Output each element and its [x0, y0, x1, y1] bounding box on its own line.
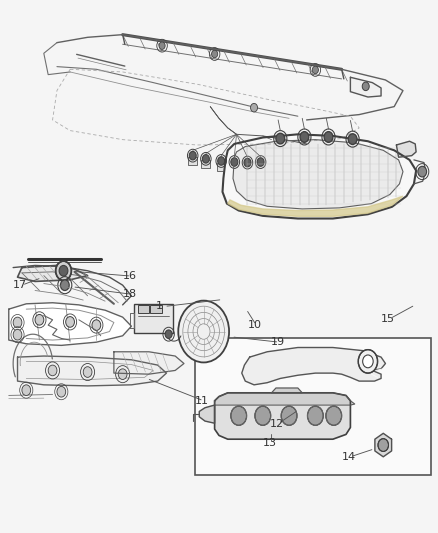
Circle shape — [159, 42, 165, 50]
Polygon shape — [215, 393, 350, 439]
Bar — [243, 164, 252, 172]
Circle shape — [22, 385, 31, 395]
Circle shape — [92, 320, 101, 330]
Circle shape — [118, 369, 127, 379]
Circle shape — [13, 317, 22, 328]
Circle shape — [178, 301, 229, 362]
Polygon shape — [215, 393, 355, 405]
Bar — [150, 305, 162, 313]
Circle shape — [202, 155, 209, 163]
Bar — [256, 164, 265, 172]
Circle shape — [244, 158, 251, 167]
Circle shape — [300, 132, 309, 142]
Polygon shape — [350, 77, 381, 97]
Circle shape — [165, 330, 172, 338]
Circle shape — [56, 261, 71, 280]
Polygon shape — [233, 140, 403, 209]
Text: 1: 1 — [155, 302, 162, 311]
Text: 18: 18 — [123, 289, 137, 299]
Circle shape — [57, 386, 66, 397]
Circle shape — [13, 329, 22, 340]
Bar — [138, 305, 149, 313]
Circle shape — [83, 367, 92, 377]
Circle shape — [418, 166, 427, 177]
Circle shape — [255, 406, 271, 425]
Text: 10: 10 — [247, 320, 261, 330]
Polygon shape — [9, 303, 131, 345]
Text: 15: 15 — [381, 314, 395, 324]
Circle shape — [363, 355, 373, 368]
Polygon shape — [114, 352, 184, 374]
Polygon shape — [272, 388, 302, 393]
Circle shape — [326, 406, 342, 425]
Text: 14: 14 — [342, 452, 356, 462]
Bar — [188, 157, 197, 165]
Bar — [134, 304, 173, 333]
Circle shape — [312, 66, 318, 74]
Text: 11: 11 — [195, 396, 209, 406]
Text: 17: 17 — [13, 280, 27, 290]
Circle shape — [257, 158, 264, 166]
Circle shape — [66, 317, 74, 327]
Circle shape — [348, 134, 357, 144]
Text: 19: 19 — [271, 337, 285, 347]
Circle shape — [276, 133, 285, 144]
Polygon shape — [223, 134, 416, 219]
Text: 12: 12 — [269, 419, 283, 429]
Bar — [217, 163, 226, 171]
Polygon shape — [18, 356, 166, 386]
Polygon shape — [375, 433, 392, 457]
Circle shape — [59, 265, 68, 276]
Text: 13: 13 — [263, 439, 277, 448]
Text: 16: 16 — [123, 271, 137, 281]
Polygon shape — [199, 405, 215, 423]
Circle shape — [35, 314, 44, 325]
Polygon shape — [18, 265, 88, 281]
Bar — [230, 164, 239, 172]
Polygon shape — [396, 141, 416, 157]
Circle shape — [251, 103, 258, 112]
Polygon shape — [242, 348, 385, 385]
Bar — [201, 160, 210, 168]
Circle shape — [281, 406, 297, 425]
Circle shape — [358, 350, 378, 373]
Circle shape — [189, 151, 196, 160]
Circle shape — [231, 406, 247, 425]
Circle shape — [231, 158, 238, 166]
Circle shape — [362, 82, 369, 91]
Polygon shape — [228, 196, 403, 216]
Circle shape — [48, 365, 57, 376]
Circle shape — [307, 406, 323, 425]
Circle shape — [212, 50, 218, 58]
Circle shape — [218, 157, 225, 165]
Bar — [195, 338, 431, 475]
Circle shape — [324, 132, 333, 142]
Circle shape — [378, 439, 389, 451]
Circle shape — [60, 280, 69, 290]
